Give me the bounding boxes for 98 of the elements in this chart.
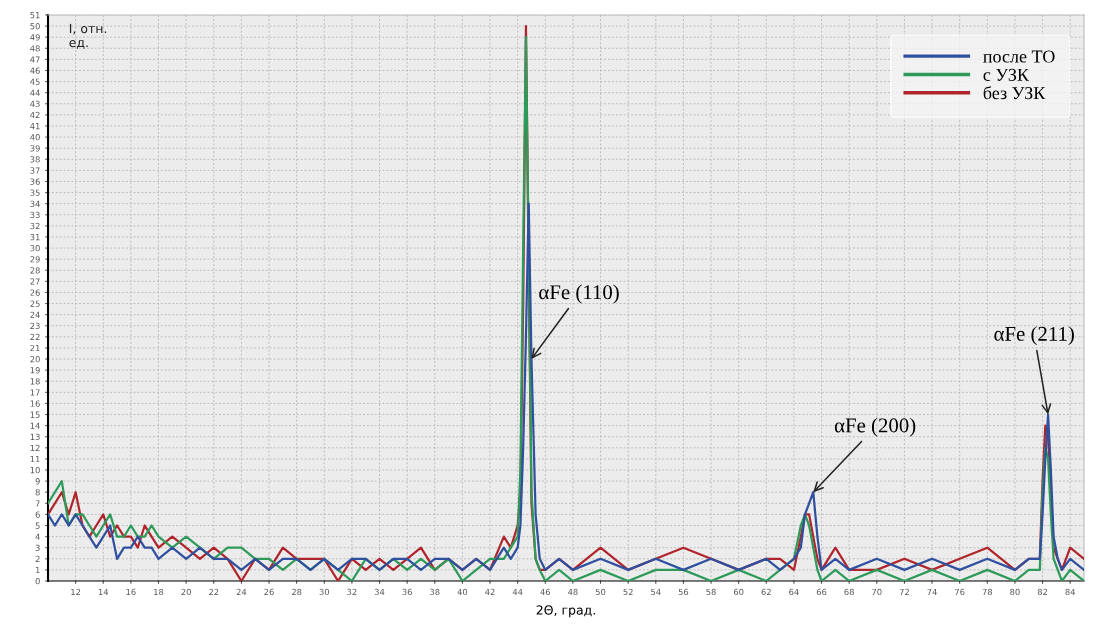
y-tick-label: 4 bbox=[35, 533, 40, 540]
y-tick-label: 31 bbox=[30, 233, 40, 241]
y-tick-label: 15 bbox=[30, 411, 40, 418]
x-axis-title: 2Θ, град. bbox=[536, 605, 595, 618]
y-tick-label: 9 bbox=[35, 478, 40, 485]
y-tick-label: 26 bbox=[30, 289, 40, 296]
x-tick-label: 54 bbox=[651, 588, 661, 596]
y-tick-label: 46 bbox=[30, 67, 40, 74]
x-tick-label: 82 bbox=[1037, 588, 1048, 596]
y-tick-label: 18 bbox=[30, 378, 40, 385]
x-tick-label: 66 bbox=[816, 588, 827, 596]
y-tick-label: 11 bbox=[30, 456, 40, 463]
x-tick-label: 30 bbox=[319, 588, 330, 596]
y-tick-label: 2 bbox=[35, 555, 40, 562]
legend-label: с УЗК bbox=[983, 68, 1030, 81]
y-tick-label: 20 bbox=[30, 356, 40, 363]
legend-label: без УЗК bbox=[983, 86, 1046, 100]
x-tick-label: 50 bbox=[595, 588, 606, 596]
y-tick-label: 22 bbox=[30, 333, 40, 341]
x-tick-label: 20 bbox=[181, 588, 191, 596]
y-tick-label: 37 bbox=[30, 167, 40, 174]
x-tick-label: 52 bbox=[623, 588, 633, 596]
legend-label: после ТО bbox=[983, 50, 1055, 63]
x-tick-label: 46 bbox=[540, 588, 551, 596]
x-tick-label: 78 bbox=[982, 588, 993, 596]
y-tick-label: 29 bbox=[30, 256, 40, 263]
y-tick-label: 27 bbox=[30, 278, 40, 285]
y-tick-label: 41 bbox=[30, 123, 40, 130]
y-tick-label: 3 bbox=[35, 544, 40, 551]
x-tick-label: 32 bbox=[347, 588, 357, 596]
annotation: αFe (211) bbox=[994, 326, 1074, 346]
x-tick-label: 60 bbox=[733, 588, 744, 596]
y-tick-label: 42 bbox=[30, 111, 40, 119]
y-tick-label: 17 bbox=[30, 389, 40, 396]
x-tick-label: 34 bbox=[374, 588, 385, 596]
x-tick-label: 68 bbox=[844, 588, 854, 596]
y-tick-label: 33 bbox=[30, 211, 40, 219]
y-tick-label: 24 bbox=[30, 311, 40, 318]
y-tick-label: 38 bbox=[30, 156, 40, 163]
x-tick-label: 38 bbox=[430, 588, 440, 596]
y-tick-label: 13 bbox=[30, 433, 40, 441]
x-tick-label: 28 bbox=[291, 588, 302, 596]
y-axis-title: I, отн. ед. bbox=[69, 23, 107, 49]
x-tick-label: 76 bbox=[955, 588, 965, 596]
x-tick-label: 72 bbox=[899, 588, 909, 595]
x-tick-label: 62 bbox=[761, 588, 771, 596]
y-tick-label: 10 bbox=[30, 467, 40, 474]
y-tick-label: 30 bbox=[30, 245, 40, 252]
x-tick-label: 44 bbox=[512, 588, 523, 595]
x-tick-label: 58 bbox=[706, 588, 716, 596]
y-tick-label: 23 bbox=[30, 322, 40, 330]
x-tick-label: 14 bbox=[98, 588, 109, 595]
y-tick-label: 49 bbox=[30, 34, 40, 41]
y-tick-label: 14 bbox=[30, 422, 40, 429]
y-tick-label: 34 bbox=[30, 200, 40, 207]
annotation: αFe (200) bbox=[834, 417, 916, 437]
y-tick-label: 1 bbox=[35, 566, 40, 574]
y-tick-label: 50 bbox=[30, 23, 40, 30]
annotation: αFe (110) bbox=[539, 284, 619, 304]
y-tick-label: 43 bbox=[30, 100, 40, 108]
y-tick-label: 19 bbox=[30, 367, 40, 374]
line-series bbox=[48, 202, 1084, 572]
y-tick-label: 12 bbox=[30, 444, 40, 451]
y-tick-label: 39 bbox=[30, 145, 40, 152]
x-tick-label: 40 bbox=[457, 588, 468, 596]
y-tick-label: 45 bbox=[30, 78, 40, 85]
y-tick-label: 40 bbox=[30, 134, 40, 141]
x-tick-label: 80 bbox=[1010, 588, 1020, 596]
y-tick-label: 36 bbox=[30, 178, 40, 185]
x-tick-label: 42 bbox=[485, 588, 495, 595]
x-tick-label: 56 bbox=[678, 588, 689, 596]
x-tick-label: 12 bbox=[71, 588, 81, 595]
x-tick-label: 36 bbox=[402, 588, 412, 596]
x-tick-label: 70 bbox=[872, 588, 882, 596]
y-tick-label: 47 bbox=[30, 56, 40, 63]
y-tick-label: 32 bbox=[30, 222, 40, 230]
y-tick-label: 48 bbox=[30, 45, 40, 52]
y-tick-label: 6 bbox=[35, 511, 40, 518]
x-tick-label: 16 bbox=[126, 588, 136, 596]
y-tick-label: 44 bbox=[30, 89, 40, 96]
y-tick-label: 21 bbox=[30, 344, 40, 352]
x-tick-label: 24 bbox=[236, 588, 247, 595]
y-tick-label: 25 bbox=[30, 300, 40, 307]
x-tick-label: 64 bbox=[789, 588, 799, 596]
x-tick-label: 74 bbox=[927, 588, 937, 595]
y-tick-label: 51 bbox=[30, 12, 40, 19]
y-tick-label: 8 bbox=[35, 489, 40, 496]
x-tick-label: 84 bbox=[1065, 588, 1076, 596]
x-tick-label: 18 bbox=[154, 588, 164, 596]
y-tick-label: 28 bbox=[30, 267, 40, 274]
x-tick-label: 22 bbox=[209, 588, 219, 595]
y-tick-label: 16 bbox=[30, 400, 40, 407]
y-tick-label: 7 bbox=[35, 500, 40, 507]
x-tick-label: 48 bbox=[568, 588, 578, 596]
y-tick-label: 5 bbox=[35, 522, 40, 529]
y-tick-label: 35 bbox=[30, 189, 40, 196]
y-tick-label: 0 bbox=[35, 577, 40, 585]
x-tick-label: 26 bbox=[264, 588, 274, 596]
